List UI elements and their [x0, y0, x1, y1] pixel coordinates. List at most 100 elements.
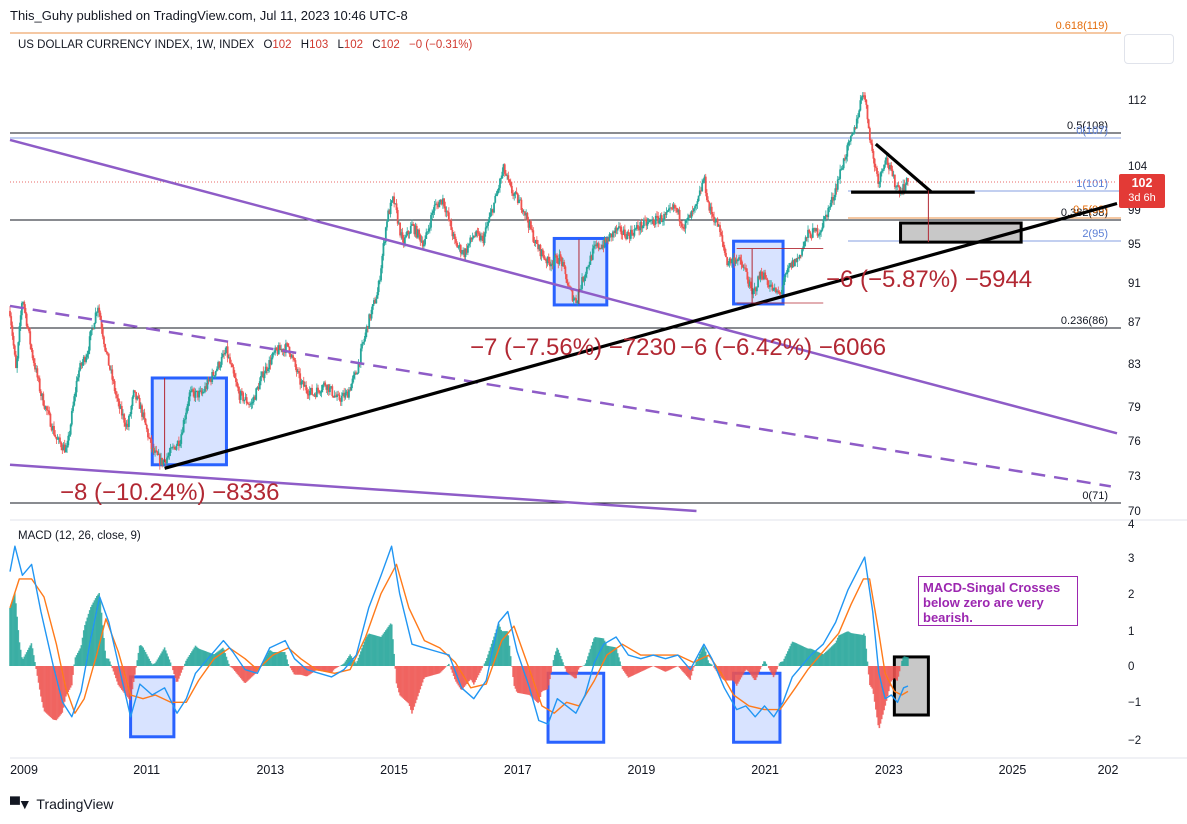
histogram-bar: [677, 666, 680, 667]
candle-body: [769, 284, 771, 288]
candle-body: [753, 287, 756, 291]
candle-body: [62, 444, 65, 451]
histogram-bar: [35, 666, 37, 669]
candle-body: [775, 287, 777, 293]
candle-body: [521, 210, 524, 213]
tradingview-logo: ▀▼ TradingView: [10, 796, 113, 812]
histogram-bar: [43, 666, 46, 712]
histogram-bar: [840, 634, 843, 666]
histogram-bar: [708, 663, 711, 666]
histogram-bar: [193, 647, 196, 666]
histogram-bar: [168, 659, 171, 666]
candle-body: [191, 389, 193, 391]
histogram-bar: [822, 654, 825, 666]
candle-body: [365, 326, 368, 333]
histogram-bar: [414, 666, 417, 704]
candle-body: [264, 366, 267, 374]
candle-body: [817, 234, 820, 236]
time-axis-label: 2011: [133, 763, 160, 777]
candle-body: [703, 176, 706, 181]
candle-body: [202, 391, 205, 393]
histogram-bar: [230, 666, 233, 668]
histogram-bar: [182, 666, 185, 667]
candle-body: [226, 346, 229, 358]
candle-body: [317, 387, 319, 391]
candle-body: [490, 209, 493, 213]
histogram-bar: [758, 666, 761, 672]
histogram-bar: [555, 651, 557, 666]
histogram-bar: [467, 666, 469, 683]
candle-body: [231, 364, 234, 368]
candle-body: [76, 377, 79, 381]
candle-body: [236, 382, 239, 387]
histogram-bar: [666, 666, 669, 671]
histogram-bar: [351, 657, 354, 666]
histogram-bar: [488, 650, 491, 666]
histogram-bar: [343, 663, 345, 666]
candle-body: [405, 235, 407, 238]
histogram-bar: [9, 607, 11, 666]
candle-body: [164, 459, 167, 464]
histogram-bar: [405, 666, 407, 702]
histogram-bar: [539, 666, 542, 697]
candle-body: [97, 307, 99, 313]
histogram-bar: [618, 657, 620, 666]
histogram-bar: [105, 658, 108, 666]
histogram-bar: [888, 666, 890, 692]
histogram-bar: [327, 666, 330, 673]
histogram-bar: [572, 666, 575, 678]
histogram-bar: [475, 666, 478, 680]
histogram-bar: [143, 649, 146, 666]
candle-body: [654, 215, 657, 225]
histogram-bar: [469, 666, 472, 680]
candle-body: [896, 185, 899, 187]
candle-body: [528, 221, 531, 228]
candle-body: [262, 371, 265, 379]
histogram-bar: [56, 666, 59, 719]
candle-body: [587, 266, 589, 268]
candle-body: [256, 387, 259, 389]
histogram-bar: [828, 648, 831, 666]
candle-body: [289, 354, 292, 358]
candle-body: [786, 268, 789, 273]
histogram-bar: [558, 652, 561, 666]
candle-body: [505, 173, 507, 176]
candle-body: [51, 426, 54, 431]
candle-body: [696, 201, 699, 204]
candle-body: [596, 243, 599, 247]
candle-body: [732, 257, 734, 260]
histogram-bar: [895, 666, 897, 680]
histogram-bar: [19, 649, 22, 666]
histogram-bar: [404, 666, 406, 700]
candle-body: [839, 169, 842, 179]
candle-body: [629, 229, 632, 239]
candle-body: [238, 391, 241, 400]
candle-body: [409, 225, 412, 234]
histogram-bar: [507, 635, 510, 666]
candle-body: [307, 394, 310, 396]
candle-body: [125, 423, 128, 427]
candle-body: [733, 257, 736, 264]
chart-settings-button[interactable]: [1124, 34, 1174, 64]
candle-body: [653, 224, 656, 225]
histogram-bar: [858, 634, 860, 666]
candle-body: [250, 403, 253, 405]
time-axis-label: 202: [1098, 763, 1119, 777]
ohlc-c-label: C: [372, 39, 381, 51]
histogram-bar: [294, 666, 297, 675]
histogram-bar: [443, 666, 445, 669]
symbol-title: US DOLLAR CURRENCY INDEX, 1W, INDEX: [18, 39, 255, 51]
histogram-bar: [907, 657, 909, 666]
candle-body: [736, 259, 739, 262]
histogram-bar: [112, 666, 115, 672]
candle-body: [861, 95, 864, 98]
candle-body: [534, 239, 537, 243]
histogram-bar: [280, 652, 282, 666]
histogram-bar: [186, 658, 189, 666]
histogram-bar: [513, 666, 516, 686]
histogram-bar: [427, 666, 430, 677]
histogram-bar: [540, 666, 543, 693]
candle-body: [516, 193, 519, 204]
candle-body: [362, 342, 365, 344]
